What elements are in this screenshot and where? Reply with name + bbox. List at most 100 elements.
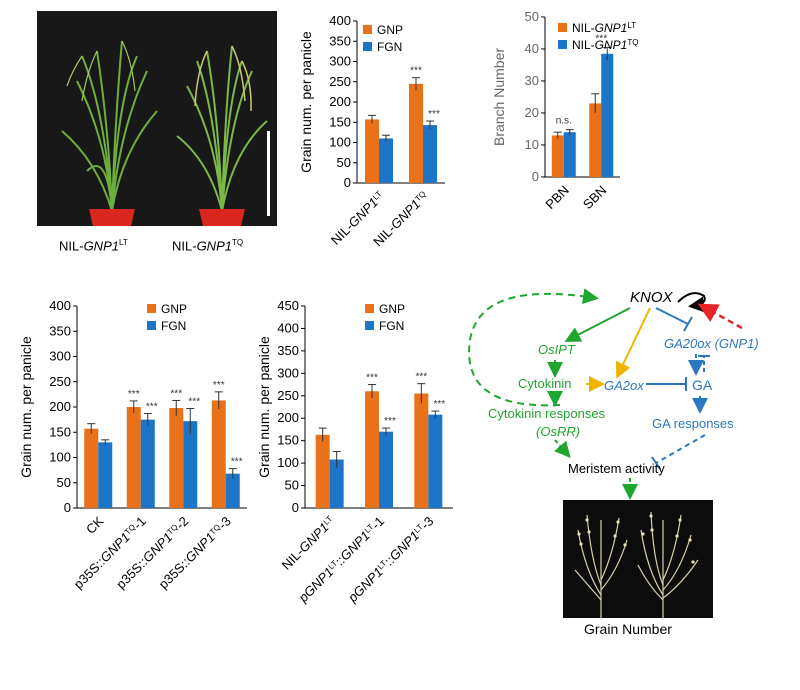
knox-inhibits-ga20ox xyxy=(655,307,689,325)
legend-label: NIL-GNP1TQ xyxy=(572,38,638,53)
y-tick-label: 50 xyxy=(525,9,539,24)
cytokinin-label: Cytokinin xyxy=(518,376,571,391)
chart-grain-num-p35s: 0 50 100 150 200 250 300 350 400 Grain num. per p… xyxy=(18,298,247,592)
y-tick-label: 350 xyxy=(277,343,299,358)
significance-label: *** xyxy=(410,66,422,77)
y-tick-label: 300 xyxy=(329,54,351,69)
significance-label: *** xyxy=(188,397,200,408)
y-tick-label: 300 xyxy=(49,349,71,364)
significance-label: *** xyxy=(384,416,396,427)
y-tick-label: 300 xyxy=(277,365,299,380)
legend-part: NIL- xyxy=(572,21,595,35)
label-sup: LT xyxy=(118,238,128,247)
y-tick-label: 200 xyxy=(277,410,299,425)
bar-gnp xyxy=(169,408,184,508)
significance-label: *** xyxy=(415,372,427,383)
rice-plants-illustration xyxy=(37,11,277,226)
y-tick-label: 10 xyxy=(525,137,539,152)
chart-branch-number: 0 10 20 30 40 50 Branch Number n.s. PBN *** SBN NIL… xyxy=(491,9,638,213)
legend-part: TQ xyxy=(627,38,638,47)
y-tick-label: 400 xyxy=(49,298,71,313)
legend-label: FGN xyxy=(379,319,404,333)
feedback-dashed-loop xyxy=(468,288,599,407)
y-tick-label: 350 xyxy=(49,323,71,338)
legend-swatch xyxy=(147,321,156,330)
legend-swatch xyxy=(147,304,156,313)
meristem-label: Meristem activity xyxy=(568,461,665,476)
bar-fgn xyxy=(423,125,437,183)
bar-fgn xyxy=(428,414,443,508)
knox-to-osipt xyxy=(564,307,631,342)
legend-label: GNP xyxy=(377,23,403,37)
y-tick-label: 350 xyxy=(329,33,351,48)
y-tick-label: 400 xyxy=(277,320,299,335)
category-label: SBN xyxy=(580,183,610,213)
y-tick-label: 20 xyxy=(525,105,539,120)
osipt-label: OsIPT xyxy=(538,342,576,357)
bar-gnp xyxy=(211,400,226,508)
y-tick-label: 30 xyxy=(525,73,539,88)
category-label: CK xyxy=(83,513,107,537)
ga20ox-to-knox xyxy=(697,303,743,330)
significance-label: *** xyxy=(170,388,182,399)
label-prefix: NIL- xyxy=(172,238,197,254)
legend-part: LT xyxy=(627,21,636,30)
y-tick-label: 40 xyxy=(525,41,539,56)
legend-label: GNP xyxy=(161,302,187,316)
category-label-part: pGNP1 xyxy=(344,564,385,605)
significance-label: *** xyxy=(433,399,445,410)
significance-label: *** xyxy=(231,457,243,468)
legend-label: FGN xyxy=(377,40,402,54)
legend-label: GNP xyxy=(379,302,405,316)
category-label: p35S::GNP1TQ-2 xyxy=(113,514,191,592)
significance-label: *** xyxy=(213,380,225,391)
panicles-photo xyxy=(563,500,713,618)
y-tick-label: 0 xyxy=(532,169,539,184)
category-label: p35S::GNP1TQ-3 xyxy=(156,514,234,592)
regulatory-diagram: KNOX OsIPT GA20ox (GNP1) Cytokinin GA2ox… xyxy=(468,288,759,500)
y-tick-label: 0 xyxy=(64,500,71,515)
y-tick-label: 100 xyxy=(49,450,71,465)
category-label-part: CK xyxy=(83,513,107,537)
bar-nil-gnp1tq xyxy=(563,132,576,177)
legend-swatch xyxy=(558,23,567,32)
bar-gnp xyxy=(126,407,141,508)
bar-gnp xyxy=(414,393,429,508)
knox-label: KNOX xyxy=(630,289,674,306)
legend-label: NIL-GNP1LT xyxy=(572,21,636,36)
bar-fgn xyxy=(225,473,240,508)
bar-fgn xyxy=(140,419,155,508)
inhibit-bar xyxy=(651,456,661,470)
photo-label-lt: NIL-GNP1LT xyxy=(59,238,128,253)
inhibit-bar xyxy=(683,316,693,332)
category-label-part: pGNP1 xyxy=(295,564,336,605)
significance-label: n.s. xyxy=(556,116,572,127)
y-tick-label: 150 xyxy=(277,433,299,448)
legend-swatch xyxy=(365,304,374,313)
legend-part: NIL- xyxy=(572,38,595,52)
y-tick-label: 0 xyxy=(344,175,351,190)
bar-gnp xyxy=(409,83,423,183)
significance-label: *** xyxy=(366,373,378,384)
legend-part: GNP1 xyxy=(595,38,628,52)
rice-plants-photo xyxy=(37,11,277,226)
photo-label-tq: NIL-GNP1TQ xyxy=(172,238,243,253)
y-tick-label: 50 xyxy=(285,478,299,493)
y-tick-label: 200 xyxy=(329,94,351,109)
label-gene: GNP1 xyxy=(83,238,119,254)
y-axis-label: Grain num. per panicle xyxy=(298,31,314,173)
y-tick-label: 250 xyxy=(277,388,299,403)
chart-grain-num-nil: 0 50 100 150 200 250 300 350 400 Grain num. per p… xyxy=(298,13,445,249)
ga2ox-label: GA2ox xyxy=(604,378,644,393)
y-tick-label: 100 xyxy=(277,455,299,470)
y-tick-label: 200 xyxy=(49,399,71,414)
bar-nil-gnp1lt xyxy=(589,103,602,177)
category-label: pGNP1LT::GNP1LT-3 xyxy=(344,514,436,606)
category-label: pGNP1LT::GNP1LT-1 xyxy=(295,514,387,606)
cyto-resp-to-meristem xyxy=(554,439,571,459)
y-tick-label: 50 xyxy=(57,475,71,490)
grain-number-label: Grain Number xyxy=(584,621,672,637)
y-tick-label: 450 xyxy=(277,298,299,313)
label-sup: TQ xyxy=(231,238,244,247)
cyto-responses-label: Cytokinin responses xyxy=(488,406,606,421)
